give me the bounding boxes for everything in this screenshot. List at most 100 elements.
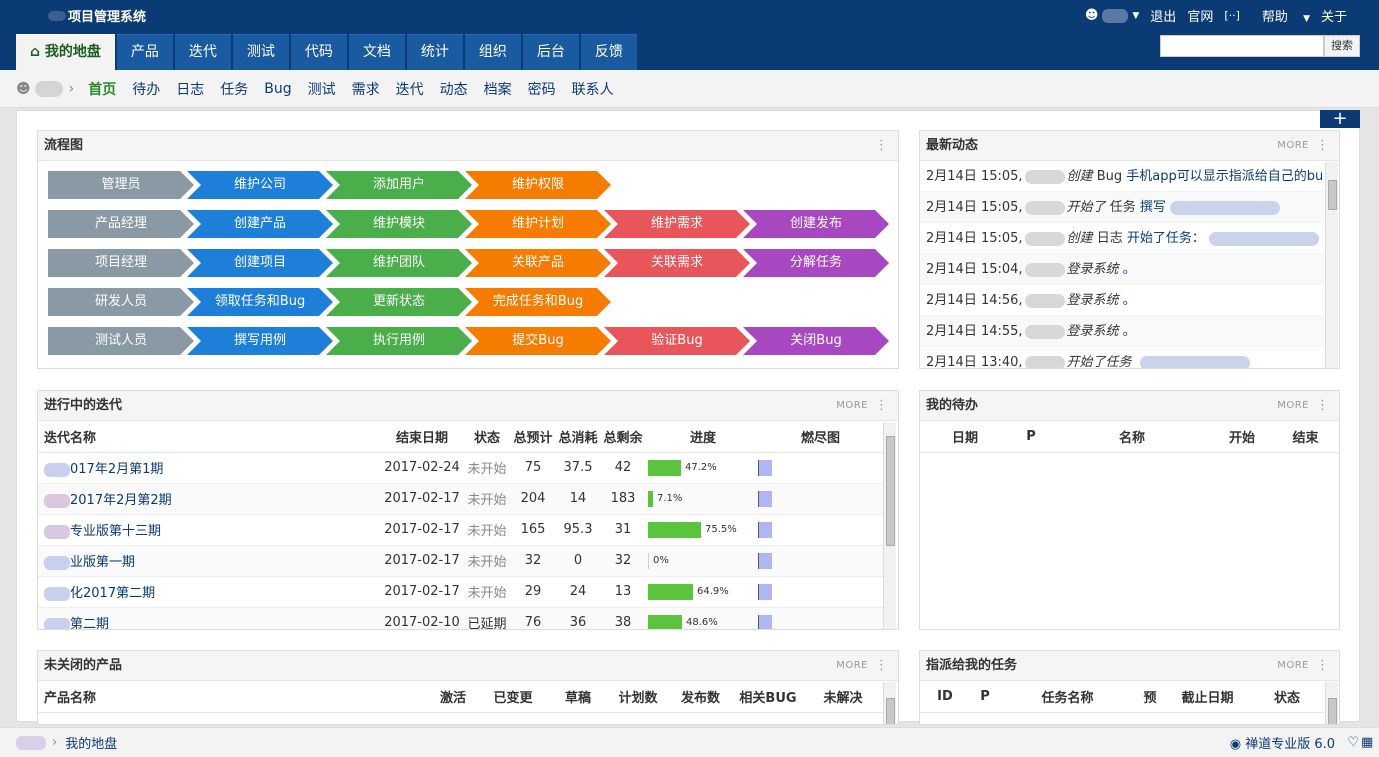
tab-code[interactable]: 代码 xyxy=(290,34,347,70)
search-input[interactable] xyxy=(1160,35,1324,57)
version-label[interactable]: ◉ 禅道专业版 6.0 xyxy=(1229,737,1335,752)
table-row[interactable]: 017年2月第1期 2017-02-24 未开始 75 37.5 42 47.2% xyxy=(38,452,883,484)
col-id[interactable]: ID xyxy=(920,681,970,713)
tab-doc[interactable]: 文档 xyxy=(348,34,405,70)
col-name[interactable]: 产品名称 xyxy=(38,681,428,713)
col-name[interactable]: 名称 xyxy=(1052,421,1212,453)
feed-link[interactable]: 。 xyxy=(1122,293,1136,308)
col-end[interactable]: 结束日期 xyxy=(378,421,466,453)
table-row[interactable]: 业版第一期 2017-02-17 未开始 32 0 32 0% xyxy=(38,545,883,577)
flow-step[interactable]: 创建产品 xyxy=(187,210,333,238)
col-estimate[interactable]: 总预计 xyxy=(508,421,558,453)
tab-company[interactable]: 组织 xyxy=(464,34,521,70)
col-bugs[interactable]: 相关BUG xyxy=(733,681,803,713)
flow-step[interactable]: 领取任务和Bug xyxy=(187,288,333,316)
app-brand[interactable]: 项目管理系统 xyxy=(48,6,146,25)
grid-icon[interactable]: ▦ xyxy=(1361,735,1374,750)
flow-step[interactable]: 管理员 xyxy=(48,171,194,199)
subnav-contacts[interactable]: 联系人 xyxy=(571,81,614,98)
scroll-thumb[interactable] xyxy=(1328,698,1337,724)
sprints-scrollbar[interactable] xyxy=(883,422,896,629)
sprint-burn[interactable] xyxy=(758,514,883,546)
flow-step[interactable]: 提交Bug xyxy=(465,327,611,355)
flow-step[interactable]: 创建项目 xyxy=(187,249,333,277)
sprint-name[interactable]: 业版第一期 xyxy=(38,545,378,577)
statusbar-crumb[interactable]: 我的地盘 xyxy=(65,737,118,752)
flow-step[interactable]: 维护模块 xyxy=(326,210,472,238)
col-deadline[interactable]: 截止日期 xyxy=(1165,681,1250,713)
subnav-profile[interactable]: 档案 xyxy=(483,81,512,98)
panel-menu-icon[interactable]: ⋮ xyxy=(875,398,888,413)
sprint-name[interactable]: 化2017第二期 xyxy=(38,576,378,608)
flow-step[interactable]: 关联产品 xyxy=(465,249,611,277)
flow-step[interactable]: 维护权限 xyxy=(465,171,611,199)
subnav-project[interactable]: 迭代 xyxy=(395,81,424,98)
sprint-burn[interactable] xyxy=(758,607,883,629)
flow-step[interactable]: 执行用例 xyxy=(326,327,472,355)
flow-step[interactable]: 完成任务和Bug xyxy=(465,288,611,316)
logout-link[interactable]: 退出 xyxy=(1150,10,1177,25)
panel-menu-icon[interactable]: ⋮ xyxy=(875,138,888,153)
col-left[interactable]: 总剩余 xyxy=(598,421,648,453)
table-row[interactable]: 2017年2月第2期 2017-02-17 未开始 204 14 183 7.1% xyxy=(38,483,883,515)
flow-step[interactable]: 关闭Bug xyxy=(743,327,889,355)
more-link[interactable]: MORE xyxy=(836,400,868,411)
user-dropdown-icon[interactable]: ▼ xyxy=(1132,10,1140,21)
flow-step[interactable]: 维护团队 xyxy=(326,249,472,277)
sprint-burn[interactable] xyxy=(758,576,883,608)
burndown-chart[interactable] xyxy=(758,490,772,507)
flow-step[interactable]: 测试人员 xyxy=(48,327,194,355)
flow-step[interactable]: 维护需求 xyxy=(604,210,750,238)
subnav-home[interactable]: 首页 xyxy=(88,81,117,98)
sprint-name[interactable]: 专业版第十三期 xyxy=(38,514,378,546)
flow-step[interactable]: 更新状态 xyxy=(326,288,472,316)
tab-report[interactable]: 统计 xyxy=(406,34,463,70)
table-row[interactable]: 第二期 2017-02-10 已延期 76 36 38 48.6% xyxy=(38,607,883,629)
col-changed[interactable]: 已变更 xyxy=(478,681,548,713)
subnav-bug[interactable]: Bug xyxy=(264,80,292,97)
flow-step[interactable]: 产品经理 xyxy=(48,210,194,238)
flow-step[interactable]: 添加用户 xyxy=(326,171,472,199)
col-status[interactable]: 状态 xyxy=(1250,681,1324,713)
flow-step[interactable]: 验证Bug xyxy=(604,327,750,355)
col-pri[interactable]: P xyxy=(970,681,1000,713)
sprint-burn[interactable] xyxy=(758,452,883,484)
sprint-burn[interactable] xyxy=(758,483,883,515)
col-consumed[interactable]: 总消耗 xyxy=(558,421,598,453)
panel-menu-icon[interactable]: ⋮ xyxy=(1316,138,1329,153)
add-block-button[interactable]: + xyxy=(1320,110,1360,128)
feed-link[interactable]: 手机app可以显示指派给自己的bug低 xyxy=(1126,169,1324,184)
subnav-password[interactable]: 密码 xyxy=(527,81,556,98)
about-link[interactable]: 关于 xyxy=(1320,10,1347,25)
flow-step[interactable]: 项目经理 xyxy=(48,249,194,277)
sprint-name[interactable]: 2017年2月第2期 xyxy=(38,483,378,515)
feed-link[interactable]: 开始了任务： xyxy=(1126,231,1205,246)
col-end[interactable]: 结束 xyxy=(1272,421,1339,453)
bell-icon[interactable]: ♡ xyxy=(1347,735,1359,750)
col-draft[interactable]: 草稿 xyxy=(548,681,608,713)
subnav-story[interactable]: 需求 xyxy=(351,81,380,98)
flow-step[interactable]: 关联需求 xyxy=(604,249,750,277)
tab-feedback[interactable]: 反馈 xyxy=(580,34,637,70)
col-active[interactable]: 激活 xyxy=(428,681,478,713)
more-link[interactable]: MORE xyxy=(836,660,868,671)
table-row[interactable]: 化2017第二期 2017-02-17 未开始 29 24 13 64.9% xyxy=(38,576,883,608)
search-button[interactable]: 搜索 xyxy=(1324,35,1360,57)
col-begin[interactable]: 开始 xyxy=(1212,421,1272,453)
more-link[interactable]: MORE xyxy=(1277,660,1309,671)
tab-my[interactable]: ⌂ 我的地盘 xyxy=(16,34,115,70)
flow-step[interactable]: 研发人员 xyxy=(48,288,194,316)
panel-menu-icon[interactable]: ⋮ xyxy=(1316,398,1329,413)
tasks-scrollbar[interactable] xyxy=(1325,682,1338,724)
tab-project[interactable]: 迭代 xyxy=(174,34,231,70)
panel-menu-icon[interactable]: ⋮ xyxy=(1316,658,1329,673)
flow-step[interactable]: 撰写用例 xyxy=(187,327,333,355)
feed-scrollbar[interactable] xyxy=(1325,162,1338,368)
help-link[interactable]: 帮助 ▼ xyxy=(1261,10,1310,25)
tab-product[interactable]: 产品 xyxy=(116,34,173,70)
subnav-todo[interactable]: 待办 xyxy=(132,81,161,98)
sprint-name[interactable]: 第二期 xyxy=(38,607,378,629)
feed-link[interactable]: 撰写 xyxy=(1139,200,1166,215)
fullscreen-icon[interactable]: [··] xyxy=(1224,9,1240,22)
products-scrollbar[interactable] xyxy=(883,682,896,724)
